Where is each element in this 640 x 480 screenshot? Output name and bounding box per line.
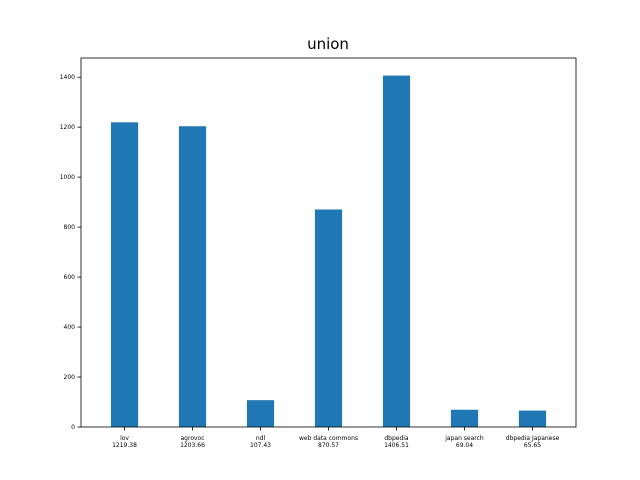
x-tick-value-web-data-commons: 870.57 bbox=[318, 442, 339, 449]
bars-layer bbox=[110, 75, 547, 427]
x-tick-label-web-data-commons: web data commons bbox=[299, 435, 358, 442]
y-tick-label-0: 0 bbox=[71, 424, 75, 431]
x-tick-value-ndl: 107.43 bbox=[250, 442, 271, 449]
y-axis: 0 200 400 600 800 1000 1200 1400 bbox=[60, 74, 81, 431]
bar-ndl bbox=[246, 400, 275, 427]
y-tick-label-1000: 1000 bbox=[60, 174, 75, 181]
bar-lov bbox=[110, 122, 139, 427]
y-tick-label-1400: 1400 bbox=[60, 74, 75, 81]
y-tick-label-1200: 1200 bbox=[60, 124, 75, 131]
y-tick-label-800: 800 bbox=[64, 224, 76, 231]
y-tick-label-600: 600 bbox=[64, 274, 76, 281]
x-tick-value-japan-search: 69.04 bbox=[456, 442, 473, 449]
bar-dbpedia-japanese bbox=[518, 410, 547, 427]
y-tick-label-400: 400 bbox=[64, 324, 76, 331]
x-tick-label-lov: lov bbox=[120, 435, 129, 442]
bar-web-data-commons bbox=[314, 209, 343, 427]
bar-dbpedia bbox=[382, 75, 411, 427]
bar-agrovoc bbox=[178, 126, 207, 427]
x-tick-label-agrovoc: agrovoc bbox=[181, 435, 205, 442]
y-tick-label-200: 200 bbox=[64, 374, 76, 381]
x-tick-value-agrovoc: 1203.66 bbox=[180, 442, 205, 449]
plot-frame bbox=[80, 57, 577, 428]
x-tick-value-dbpedia: 1406.51 bbox=[384, 442, 409, 449]
x-tick-label-japan-search: japan search bbox=[444, 435, 484, 442]
x-tick-label-ndl: ndl bbox=[256, 435, 266, 442]
x-tick-value-dbpedia-japanese: 65.65 bbox=[524, 442, 541, 449]
x-tick-label-dbpedia-japanese: dbpedia Japanese bbox=[506, 435, 560, 442]
x-tick-label-dbpedia: dbpedia bbox=[384, 435, 409, 442]
x-tick-value-lov: 1219.38 bbox=[112, 442, 137, 449]
bar-japan-search bbox=[450, 409, 479, 427]
chart-title: union bbox=[307, 35, 349, 53]
